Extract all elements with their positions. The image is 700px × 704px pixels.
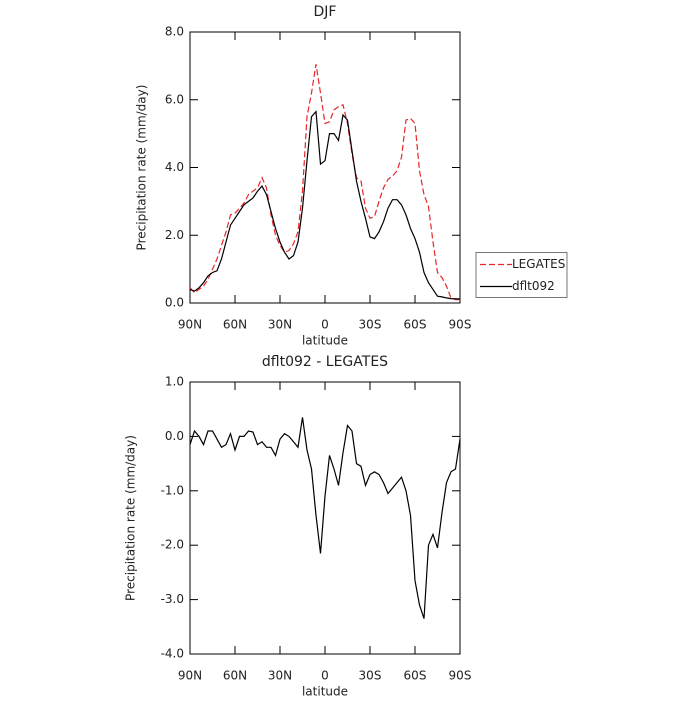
y-tick-label: -3.0 (161, 592, 184, 606)
x-tick-label: 60N (223, 669, 247, 683)
y-tick-label: 0.0 (165, 296, 184, 310)
x-axis-label: latitude (302, 334, 348, 348)
y-tick-label: 0.0 (165, 429, 184, 443)
x-tick-label: 90S (449, 669, 472, 683)
x-axis-label: latitude (302, 685, 348, 699)
x-tick-label: 90N (178, 669, 202, 683)
x-tick-label: 30N (268, 669, 292, 683)
y-axis-label: Precipitation rate (mm/day) (135, 85, 149, 251)
x-tick-label: 0 (321, 669, 329, 683)
y-tick-label: -2.0 (161, 538, 184, 552)
y-tick-label: 8.0 (165, 25, 184, 39)
data-line (189, 110, 460, 300)
plot-frame (189, 381, 461, 655)
chart-title: dflt092 - LEGATES (262, 354, 388, 370)
y-tick-label: 2.0 (165, 228, 184, 242)
x-tick-label: 30S (359, 318, 382, 332)
y-axis-label: Precipitation rate (mm/day) (124, 435, 138, 601)
x-tick-label: 60S (404, 669, 427, 683)
y-tick-label: 1.0 (165, 375, 184, 389)
x-tick-label: 0 (321, 318, 329, 332)
x-tick-label: 60N (223, 318, 247, 332)
legend-label: LEGATES (512, 257, 565, 271)
x-tick-label: 30N (268, 318, 292, 332)
x-tick-label: 60S (404, 318, 427, 332)
data-line (189, 417, 461, 619)
x-tick-label: 90N (178, 318, 202, 332)
x-tick-label: 90S (449, 318, 472, 332)
y-tick-label: -4.0 (161, 647, 184, 661)
chart-title: DJF (314, 4, 337, 20)
x-tick-label: 30S (359, 669, 382, 683)
legend-label: dflt092 (512, 279, 555, 293)
data-line (189, 64, 460, 301)
y-tick-label: 4.0 (165, 160, 184, 174)
y-tick-label: 6.0 (165, 92, 184, 106)
legend-box (475, 252, 568, 298)
y-tick-label: -1.0 (161, 483, 184, 497)
